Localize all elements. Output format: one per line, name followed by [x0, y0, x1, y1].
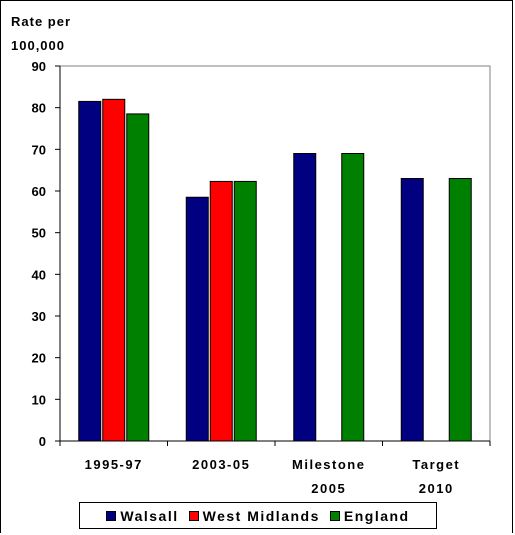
x-category-label-3-line-2: 2010: [419, 481, 454, 496]
y-tick-label-40: 40: [32, 267, 46, 282]
y-tick-label-70: 70: [32, 142, 46, 157]
bar-walsall-1: [186, 197, 208, 441]
y-tick-label-10: 10: [32, 392, 46, 407]
legend-label-walsall: Walsall: [120, 508, 178, 524]
bar-walsall-3: [401, 179, 423, 442]
legend-swatch-walsall: [106, 511, 116, 521]
legend-swatch-west-midlands: [189, 511, 199, 521]
bar-west-midlands-1: [210, 181, 232, 441]
y-tick-label-30: 30: [32, 309, 46, 324]
bar-england-0: [127, 114, 149, 441]
bar-england-1: [234, 181, 256, 441]
y-axis-label: Rate per 100,000: [11, 14, 71, 53]
y-axis-label-line-1: Rate per: [11, 14, 71, 29]
y-tick-label-50: 50: [32, 226, 46, 241]
x-category-label-3-line-1: Target: [412, 457, 460, 472]
x-category-label-2-line-2: 2005: [311, 481, 346, 496]
legend-swatch-england: [330, 511, 340, 521]
legend-label-west-midlands: West Midlands: [203, 508, 320, 524]
legend-label-england: England: [344, 508, 410, 524]
bar-walsall-2: [294, 154, 316, 442]
y-tick-label-80: 80: [32, 101, 46, 116]
bar-west-midlands-0: [103, 99, 125, 441]
x-category-label-2-line-1: Milestone: [292, 457, 365, 472]
legend-item-west-midlands: West Midlands: [189, 508, 320, 524]
legend-item-walsall: Walsall: [106, 508, 178, 524]
x-category-label-1-line-1: 2003-05: [192, 457, 250, 472]
y-tick-label-90: 90: [32, 59, 46, 74]
bar-walsall-0: [79, 101, 101, 441]
x-category-label-0-line-1: 1995-97: [85, 457, 143, 472]
y-tick-label-20: 20: [32, 351, 46, 366]
plot-area: 0 10 20 30 40 50 60 70 80 90 1995-97 2003-05 Milesto…: [32, 59, 490, 496]
y-axis-label-line-2: 100,000: [11, 38, 65, 53]
bar-england-3: [449, 179, 471, 442]
legend-item-england: England: [330, 508, 410, 524]
legend: Walsall West Midlands England: [79, 502, 437, 529]
bar-england-2: [342, 154, 364, 442]
y-tick-label-0: 0: [39, 434, 46, 449]
y-tick-label-60: 60: [32, 184, 46, 199]
